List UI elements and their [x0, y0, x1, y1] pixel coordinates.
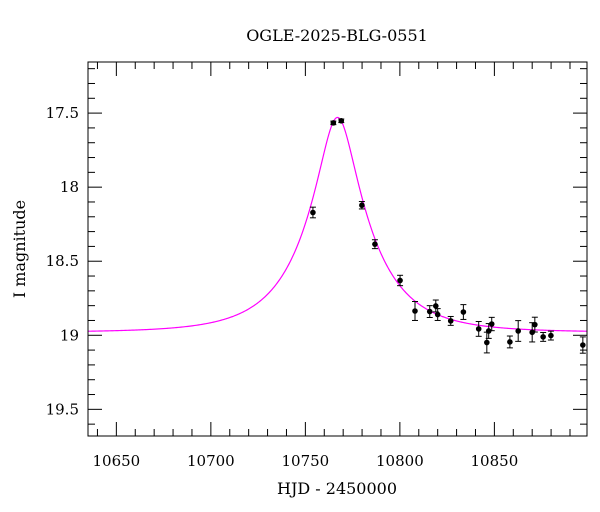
- point-marker: [447, 318, 454, 324]
- point-marker: [475, 326, 482, 332]
- data-point: [434, 308, 441, 321]
- point-marker: [488, 321, 495, 327]
- data-point: [426, 305, 433, 319]
- data-point: [540, 331, 547, 342]
- axis-ticks: [88, 62, 587, 436]
- data-point: [411, 301, 418, 321]
- data-point: [358, 201, 365, 210]
- data-point: [475, 321, 482, 337]
- x-axis-label: HJD - 2450000: [277, 479, 397, 498]
- data-point: [330, 120, 337, 126]
- y-tick-label: 18: [60, 178, 79, 196]
- data-point: [371, 239, 378, 250]
- data-point: [488, 316, 495, 332]
- data-point: [460, 304, 467, 320]
- x-tick-label: 10700: [187, 452, 235, 470]
- point-marker: [507, 339, 513, 345]
- point-marker: [330, 120, 337, 126]
- x-tick-label: 10850: [471, 452, 519, 470]
- y-tick-label: 19.5: [46, 400, 79, 418]
- data-point: [447, 315, 454, 326]
- x-tick-label: 10650: [92, 452, 140, 470]
- data-point: [485, 323, 492, 339]
- point-marker: [397, 277, 403, 284]
- point-marker: [580, 342, 586, 348]
- data-point: [338, 118, 345, 124]
- point-marker: [460, 309, 467, 315]
- data-point: [309, 206, 316, 219]
- x-tick-labels: 10650 10700 10750 10800 10850: [92, 452, 518, 470]
- data-point: [506, 335, 513, 349]
- y-tick-labels: 17.5 18 18.5 19 19.5: [46, 104, 79, 418]
- point-marker: [515, 328, 521, 334]
- point-marker: [434, 311, 441, 318]
- point-marker: [372, 241, 378, 247]
- point-marker: [540, 334, 546, 340]
- point-marker: [310, 209, 316, 216]
- y-tick-label: 19: [60, 326, 79, 344]
- point-marker: [484, 339, 490, 346]
- data-point: [547, 330, 554, 341]
- point-marker: [432, 303, 439, 309]
- point-marker: [338, 118, 345, 124]
- point-marker: [548, 332, 554, 339]
- data-points-layer: [309, 118, 586, 354]
- point-marker: [426, 308, 433, 315]
- point-marker: [485, 328, 492, 334]
- point-marker: [412, 308, 418, 314]
- chart-title: OGLE-2025-BLG-0551: [246, 26, 428, 45]
- x-tick-label: 10750: [282, 452, 330, 470]
- data-point: [579, 336, 586, 354]
- point-marker: [532, 321, 538, 328]
- data-point: [515, 320, 522, 342]
- data-point: [483, 331, 490, 354]
- y-tick-label: 17.5: [46, 104, 79, 122]
- data-point: [397, 274, 404, 287]
- plot-frame: [87, 61, 588, 437]
- model-curve: [88, 116, 587, 332]
- point-marker: [359, 202, 365, 209]
- x-tick-label: 10800: [376, 452, 424, 470]
- data-point: [531, 316, 538, 333]
- y-tick-label: 18.5: [46, 252, 79, 270]
- y-axis-label: I magnitude: [10, 200, 29, 298]
- model-curve-layer: [88, 116, 587, 332]
